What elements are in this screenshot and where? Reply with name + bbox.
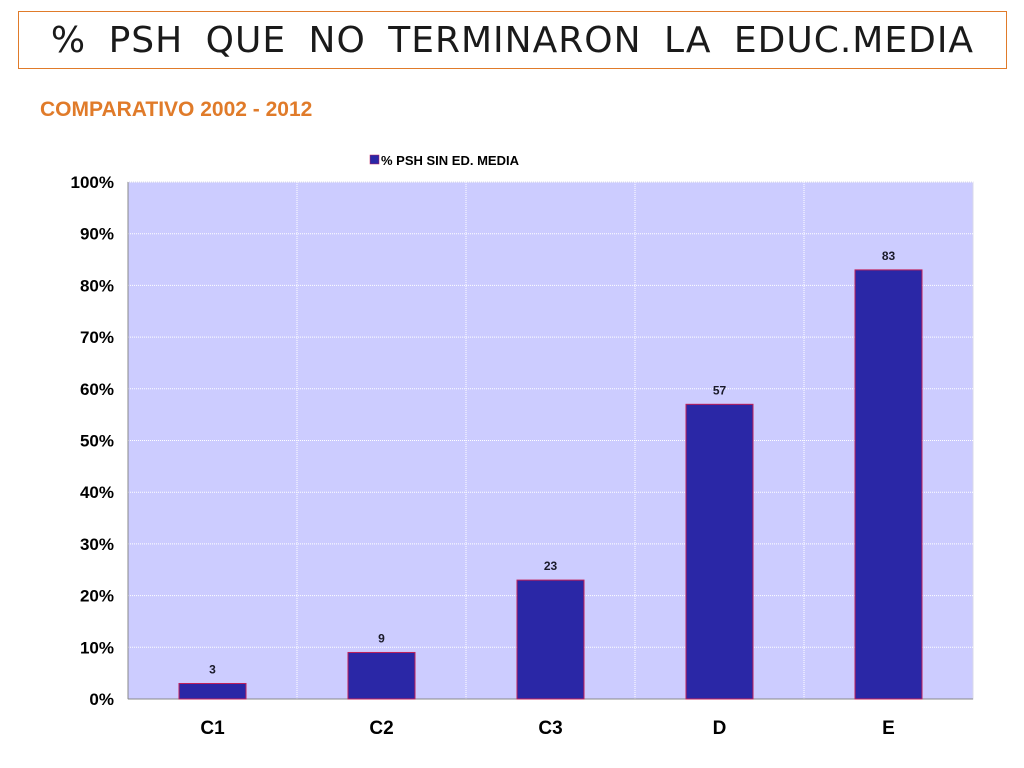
y-tick-label: 80% xyxy=(80,276,114,295)
y-tick-label: 30% xyxy=(80,535,114,554)
y-tick-label: 20% xyxy=(80,587,114,606)
legend-swatch xyxy=(369,154,380,165)
y-tick-label: 0% xyxy=(89,690,114,709)
y-tick-label: 60% xyxy=(80,380,114,399)
y-tick-label: 50% xyxy=(80,432,114,451)
y-tick-label: 100% xyxy=(71,173,114,192)
data-label: 9 xyxy=(378,631,385,645)
bar-e xyxy=(854,269,923,700)
page-title: % PSH QUE NO TERMINARON LA EDUC.MEDIA xyxy=(50,19,975,61)
y-tick-label: 10% xyxy=(80,638,114,657)
category-label: D xyxy=(713,718,727,739)
bar-c3 xyxy=(516,579,585,700)
bar-c2 xyxy=(347,651,416,700)
category-label: C2 xyxy=(369,718,393,739)
data-label: 23 xyxy=(544,559,558,573)
data-label: 57 xyxy=(713,383,727,397)
category-label: E xyxy=(882,718,895,739)
title-box: % PSH QUE NO TERMINARON LA EDUC.MEDIA xyxy=(18,11,1007,69)
category-label: C3 xyxy=(538,718,562,739)
y-tick-label: 40% xyxy=(80,483,114,502)
legend-label: % PSH SIN ED. MEDIA xyxy=(381,153,520,168)
y-tick-label: 90% xyxy=(80,225,114,244)
category-label: C1 xyxy=(200,718,225,739)
bar-c1 xyxy=(178,682,247,700)
bar-d xyxy=(685,403,754,700)
data-label: 3 xyxy=(209,662,216,676)
y-tick-label: 70% xyxy=(80,328,114,347)
chart-subtitle: COMPARATIVO 2002 - 2012 xyxy=(40,98,313,121)
data-label: 83 xyxy=(882,249,896,263)
